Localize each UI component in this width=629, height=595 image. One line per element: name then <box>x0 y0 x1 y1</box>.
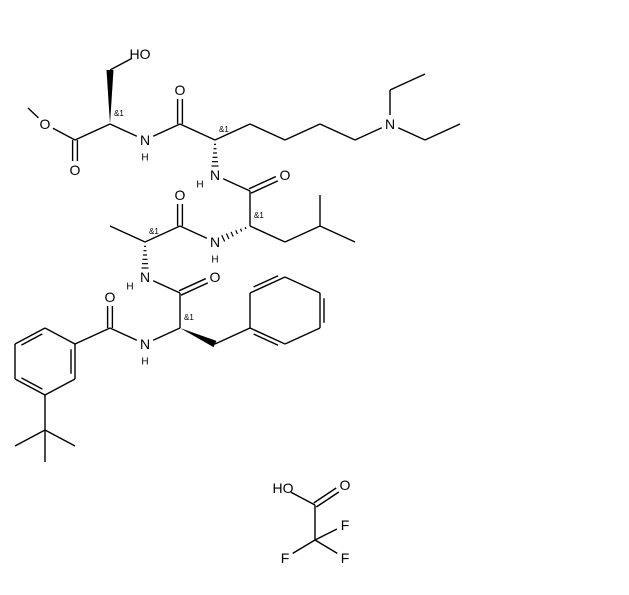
atom-label: F <box>341 517 350 533</box>
atom-label: N <box>140 336 150 352</box>
atom-label: O <box>175 187 186 203</box>
atom-label: O <box>175 82 186 98</box>
atom-label: H <box>141 357 148 368</box>
stereo-label: &1 <box>149 227 159 236</box>
stereo-label: &1 <box>114 109 124 118</box>
atom-label: F <box>281 550 290 566</box>
atom-label: O <box>105 289 116 305</box>
atom-label: HO <box>273 480 294 496</box>
atom-label: H <box>126 282 133 293</box>
atom-label: F <box>341 550 350 566</box>
atom-label: H <box>196 180 203 191</box>
atom-label: N <box>140 269 150 285</box>
atom-label: O <box>280 167 291 183</box>
stereo-label: &1 <box>184 313 194 322</box>
atom-label: H <box>141 153 148 164</box>
molecule-canvas: OO&1HONHO&1NNHO&1NHO&1NHO&1NHOOHOFFF <box>0 0 629 595</box>
atom-label: H <box>211 255 218 266</box>
atom-label: N <box>210 234 220 250</box>
atom-label: O <box>340 477 351 493</box>
atom-label: O <box>210 269 221 285</box>
atom-label: O <box>70 162 81 178</box>
atom-label: N <box>210 167 220 183</box>
atom-label: N <box>385 116 395 132</box>
atom-label: N <box>140 132 150 148</box>
stereo-label: &1 <box>254 211 264 220</box>
atom-label: O <box>40 116 51 132</box>
stereo-label: &1 <box>219 125 229 134</box>
atom-label: HO <box>130 46 151 62</box>
